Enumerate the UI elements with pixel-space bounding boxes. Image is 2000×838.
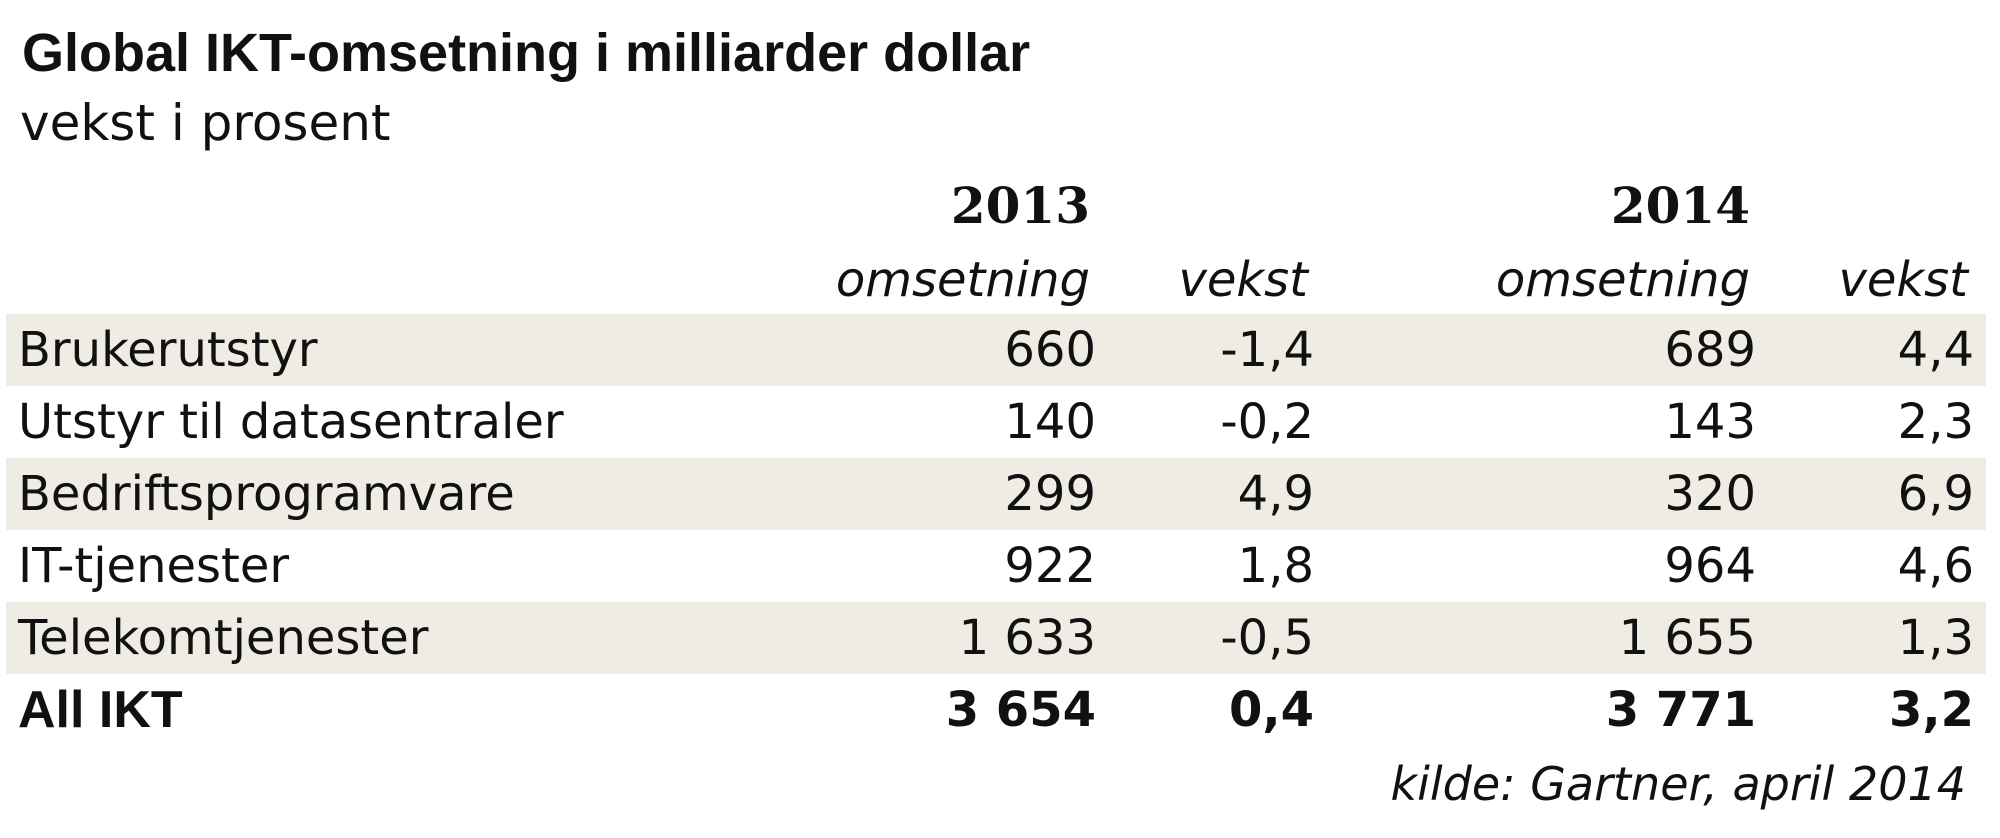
year-header-2013: 2013 [950, 176, 1090, 235]
table-row: Utstyr til datasentraler 140 -0,2 143 2,… [6, 386, 1986, 458]
column-header-vekst-2014: vekst [1838, 252, 1968, 308]
cell-omsetning-2013: 922 [1004, 538, 1096, 594]
cell-omsetning-2013: 1 633 [958, 610, 1096, 666]
table-row: Bedriftsprogramvare 299 4,9 320 6,9 [6, 458, 1986, 530]
cell-vekst-2013: 1,8 [1237, 538, 1314, 594]
table-title: Global IKT-omsetning i milliarder dollar [22, 23, 1031, 83]
cell-omsetning-2014: 143 [1664, 394, 1756, 450]
column-header-vekst-2013: vekst [1178, 252, 1308, 308]
total-omsetning-2013: 3 654 [945, 682, 1096, 738]
cell-vekst-2013: -1,4 [1220, 322, 1314, 378]
row-label: Bedriftsprogramvare [18, 466, 515, 522]
cell-omsetning-2013: 299 [1004, 466, 1096, 522]
cell-vekst-2014: 4,6 [1897, 538, 1974, 594]
cell-omsetning-2013: 140 [1004, 394, 1096, 450]
cell-vekst-2014: 1,3 [1897, 610, 1974, 666]
cell-vekst-2013: -0,2 [1220, 394, 1314, 450]
cell-vekst-2013: 4,9 [1237, 466, 1314, 522]
year-header-2014: 2014 [1610, 176, 1750, 235]
cell-omsetning-2014: 689 [1664, 322, 1756, 378]
cell-omsetning-2014: 964 [1664, 538, 1756, 594]
cell-vekst-2013: -0,5 [1220, 610, 1314, 666]
total-label: All IKT [18, 681, 183, 739]
cell-vekst-2014: 4,4 [1897, 322, 1974, 378]
row-label: Brukerutstyr [18, 322, 318, 378]
cell-omsetning-2014: 1 655 [1618, 610, 1756, 666]
column-header-omsetning-2014: omsetning [1495, 252, 1750, 308]
row-label: IT-tjenester [18, 538, 290, 594]
table-row: IT-tjenester 922 1,8 964 4,6 [6, 530, 1986, 602]
cell-omsetning-2014: 320 [1664, 466, 1756, 522]
source-note: kilde: Gartner, april 2014 [1390, 757, 1966, 811]
total-row: All IKT 3 654 0,4 3 771 3,2 [6, 674, 1986, 746]
table-row: Telekomtjenester 1 633 -0,5 1 655 1,3 [6, 602, 1986, 674]
total-vekst-2014: 3,2 [1888, 682, 1974, 738]
cell-omsetning-2013: 660 [1004, 322, 1096, 378]
total-vekst-2013: 0,4 [1228, 682, 1314, 738]
column-header-omsetning-2013: omsetning [835, 252, 1090, 308]
cell-vekst-2014: 6,9 [1897, 466, 1974, 522]
total-omsetning-2014: 3 771 [1605, 682, 1756, 738]
row-label: Utstyr til datasentraler [18, 394, 564, 450]
cell-vekst-2014: 2,3 [1897, 394, 1974, 450]
row-label: Telekomtjenester [18, 610, 429, 666]
table-row: Brukerutstyr 660 -1,4 689 4,4 [6, 314, 1986, 386]
table-subtitle: vekst i prosent [20, 94, 391, 152]
